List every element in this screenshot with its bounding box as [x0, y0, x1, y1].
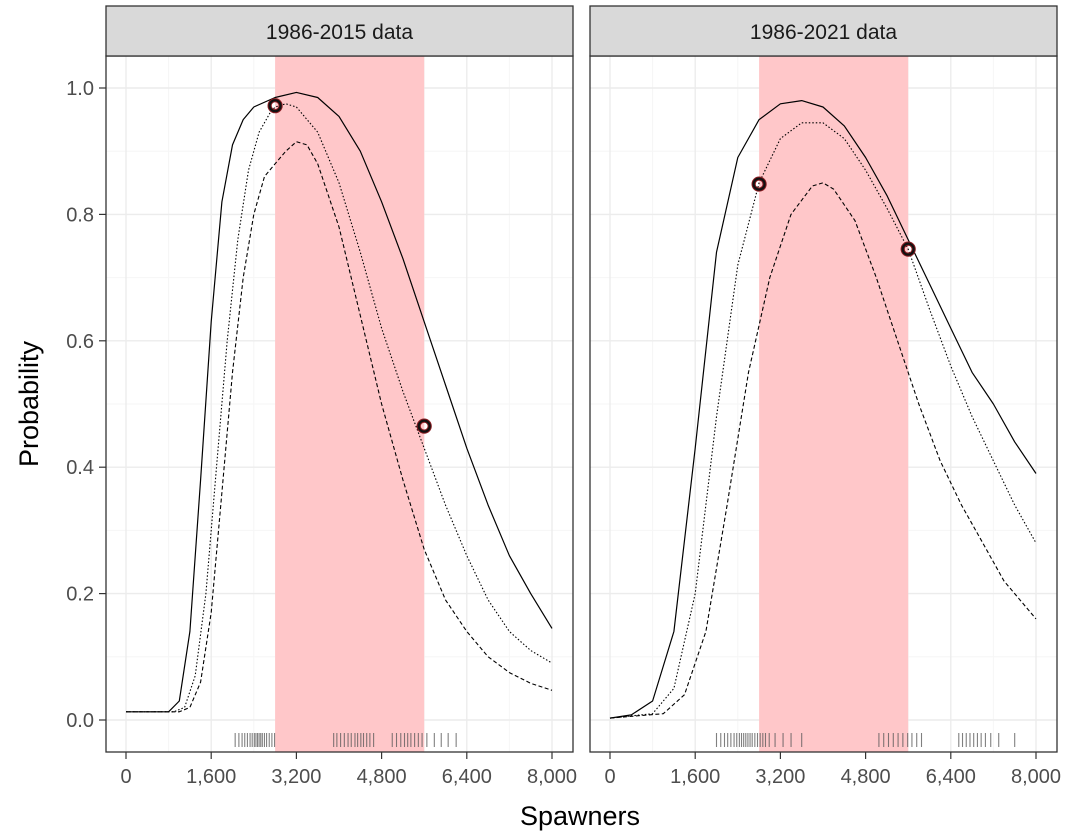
shaded-range-band [275, 56, 425, 752]
x-tick-label: 6,400 [926, 766, 976, 788]
y-tick-label: 0.2 [66, 584, 94, 606]
y-tick-label: 0.8 [66, 204, 94, 226]
x-axis-title: Spawners [520, 801, 640, 831]
facet-strip-label: 1986-2015 data [266, 21, 413, 44]
series-line-solid [609, 100, 1037, 719]
x-tick-label: 3,200 [271, 766, 321, 788]
y-tick-label: 0.6 [66, 331, 94, 353]
shaded-range-band [759, 56, 909, 752]
series-line-dashed [609, 182, 1037, 719]
x-tick-label: 1,600 [186, 766, 236, 788]
panel-1986-2021: 1986-2021 data 0 1,600 3,200 4,800 6,400 8,000 [589, 5, 1061, 788]
x-tick-label: 6,400 [442, 766, 492, 788]
x-tick-label: 3,200 [755, 766, 805, 788]
threshold-marker-outline [752, 177, 766, 191]
threshold-marker-outline [417, 419, 431, 433]
y-axis-title: Probability [14, 340, 44, 467]
x-tick-label: 8,000 [1011, 766, 1061, 788]
series-line-dotted [126, 103, 553, 713]
facet-strip-label: 1986-2021 data [750, 21, 897, 44]
x-tick-label: 0 [120, 766, 131, 788]
facet-strip [589, 5, 1058, 57]
threshold-marker-outline [268, 99, 282, 113]
facet-strip [105, 5, 574, 57]
series-line-solid [126, 91, 553, 713]
x-tick-label: 1,600 [670, 766, 720, 788]
y-tick-label: 1.0 [66, 78, 94, 100]
x-tick-label: 4,800 [841, 766, 891, 788]
panel-1986-2015: 1986-2015 data 0 1,600 3,200 4,800 6,400 8,000… [66, 5, 577, 788]
x-tick-label: 0 [604, 766, 615, 788]
threshold-marker-outline [901, 242, 915, 256]
x-tick-label: 8,000 [527, 766, 577, 788]
x-tick-label: 4,800 [357, 766, 407, 788]
y-tick-label: 0.4 [66, 457, 94, 479]
y-tick-label: 0.0 [66, 710, 94, 732]
series-line-dashed [126, 141, 553, 713]
